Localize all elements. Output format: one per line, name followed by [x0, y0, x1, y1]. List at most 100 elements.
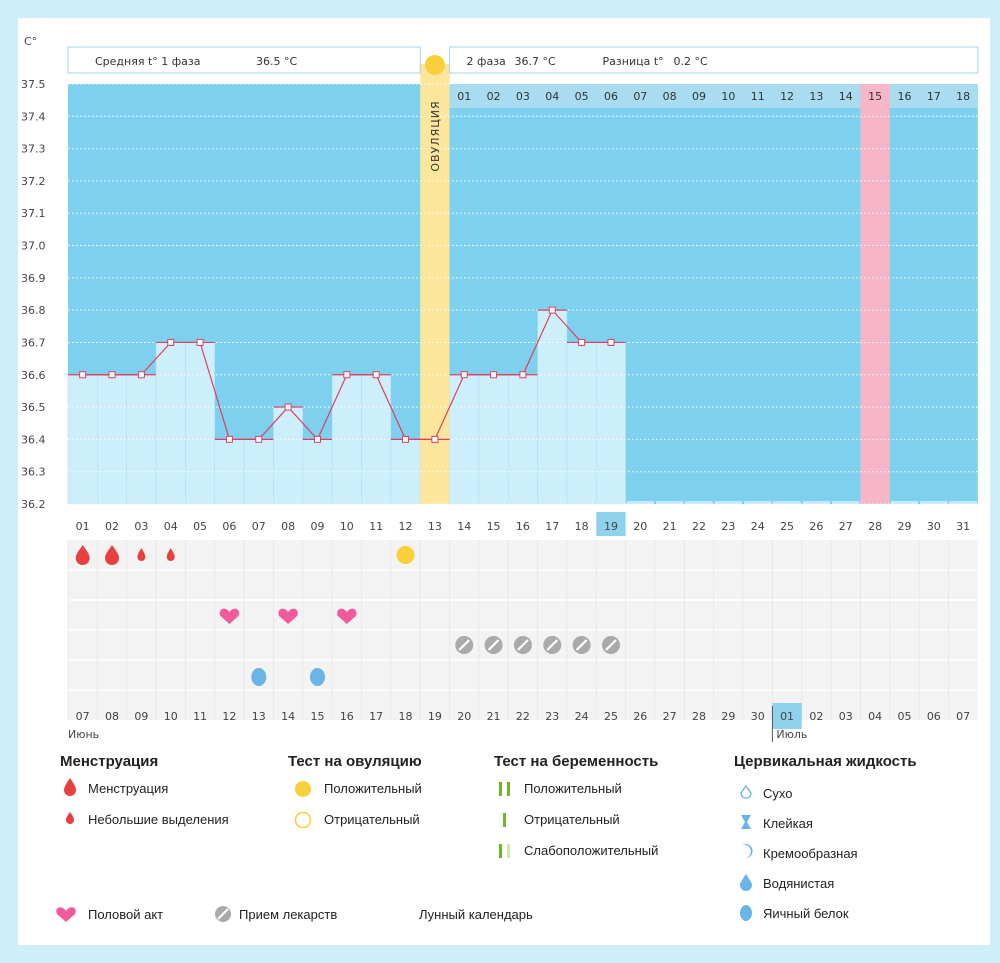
phase2-box [449, 46, 979, 74]
phase2-label: 2 фаза [467, 55, 506, 68]
temperature-bar [185, 342, 215, 505]
ovulation-test-marker[interactable] [396, 546, 415, 564]
temperature-bar [155, 342, 186, 505]
temperature-point[interactable] [402, 435, 410, 443]
fluid-eggwhite-marker[interactable] [309, 668, 325, 686]
legend-fluid-watery: Водянистая [763, 876, 834, 891]
spotting-drop-marker[interactable] [166, 548, 175, 561]
phase2-day-label: 07 [633, 90, 647, 103]
legend-menstruation-item: Менструация [88, 781, 168, 796]
phase2-day-highlight [860, 84, 890, 108]
y-tick-label: 37.3 [21, 143, 46, 156]
spotting-drop-marker[interactable] [137, 548, 146, 561]
ovulation-header-dot [424, 55, 445, 75]
x-day-label: 19 [604, 520, 618, 533]
temperature-point[interactable] [79, 371, 87, 379]
temperature-point[interactable] [343, 371, 351, 379]
fluid-dry-icon [740, 784, 752, 799]
legend-fluid-eggwhite: Яичный белок [763, 906, 849, 921]
calendar-date-label: 23 [545, 710, 559, 723]
x-day-label: 08 [281, 520, 295, 533]
temperature-point[interactable] [196, 338, 204, 346]
calendar-date-label: 26 [633, 710, 647, 723]
temperature-point[interactable] [255, 435, 263, 443]
menstruation-drop-icon [64, 778, 76, 796]
diff-value: 0.2 °C [674, 55, 708, 68]
empty-day-cell [890, 501, 919, 504]
fluid-eggwhite-marker[interactable] [251, 668, 267, 686]
temperature-point[interactable] [431, 435, 439, 443]
calendar-date-label: 19 [428, 710, 442, 723]
calendar-date-label: 18 [399, 710, 413, 723]
calendar-date-label: 20 [457, 710, 471, 723]
x-day-label: 21 [663, 520, 677, 533]
intercourse-heart-marker[interactable] [278, 608, 298, 624]
temperature-point[interactable] [607, 338, 615, 346]
temperature-point[interactable] [167, 338, 175, 346]
x-day-label: 30 [927, 520, 941, 533]
legend-menstruation-title: Менструация [60, 753, 158, 770]
empty-day-cell [626, 501, 654, 504]
temperature-point[interactable] [137, 371, 145, 379]
calendar-date-label: 12 [222, 710, 236, 723]
x-day-label: 22 [692, 520, 706, 533]
y-tick-label: 36.7 [21, 336, 46, 349]
y-tick-label: 36.8 [21, 304, 46, 317]
temperature-point[interactable] [108, 371, 116, 379]
fluid-eggwhite-icon [740, 905, 752, 921]
x-day-label: 26 [809, 520, 823, 533]
phase2-day-label: 10 [721, 90, 735, 103]
temperature-point[interactable] [548, 306, 556, 314]
x-day-label: 18 [575, 520, 589, 533]
temperature-point[interactable] [460, 371, 468, 379]
menstruation-drop-marker[interactable] [105, 545, 120, 565]
calendar-date-label: 06 [927, 710, 941, 723]
calendar-date-label: 17 [369, 710, 383, 723]
calendar-date-label: 14 [281, 710, 295, 723]
empty-day-cell [656, 501, 684, 504]
empty-day-cell [949, 501, 977, 504]
y-tick-label: 36.4 [21, 433, 46, 446]
phase2-day-label: 13 [809, 90, 823, 103]
highlight-column [860, 94, 890, 504]
menstruation-drop-marker[interactable] [75, 545, 90, 565]
phase2-day-label: 04 [545, 90, 559, 103]
diff-label: Разница t° [603, 55, 664, 68]
y-tick-label: 37.2 [21, 175, 46, 188]
y-axis-unit: C° [24, 35, 37, 48]
intercourse-heart-icon [56, 907, 76, 922]
y-tick-label: 37.4 [21, 110, 46, 123]
temperature-point[interactable] [372, 371, 380, 379]
y-tick-label: 37.5 [21, 78, 46, 91]
temperature-point[interactable] [313, 435, 321, 443]
temperature-point[interactable] [225, 435, 233, 443]
temperature-point[interactable] [284, 403, 292, 411]
legend-fluid-dry: Сухо [763, 786, 792, 801]
phase2-day-label: 12 [780, 90, 794, 103]
x-day-label: 04 [164, 520, 178, 533]
calendar-date-label: 08 [105, 710, 119, 723]
temperature-point[interactable] [578, 338, 586, 346]
x-day-label: 07 [252, 520, 266, 533]
legend-fluid-sticky: Клейкая [763, 816, 813, 831]
empty-day-cell [832, 501, 860, 504]
calendar-date-label: 25 [604, 710, 618, 723]
month-june-label: Июнь [68, 728, 99, 741]
temperature-point[interactable] [490, 371, 498, 379]
legend-medication: Прием лекарств [239, 907, 337, 922]
calendar-date-label: 29 [721, 710, 735, 723]
temperature-point[interactable] [519, 371, 527, 379]
calendar-date-label: 22 [516, 710, 530, 723]
legend-pregnancy-negative: Отрицательный [524, 812, 620, 827]
phase2-day-label: 11 [751, 90, 765, 103]
calendar-date-label: 27 [663, 710, 677, 723]
x-day-label: 13 [428, 520, 442, 533]
ovulation-negative-icon [294, 811, 312, 829]
moon-icon [396, 905, 412, 923]
y-tick-label: 36.5 [21, 401, 46, 414]
intercourse-heart-marker[interactable] [219, 608, 240, 624]
intercourse-heart-marker[interactable] [337, 608, 357, 624]
calendar-date-label: 10 [164, 710, 178, 723]
legend-fluid-creamy: Кремообразная [763, 846, 858, 861]
x-day-label: 20 [633, 520, 647, 533]
